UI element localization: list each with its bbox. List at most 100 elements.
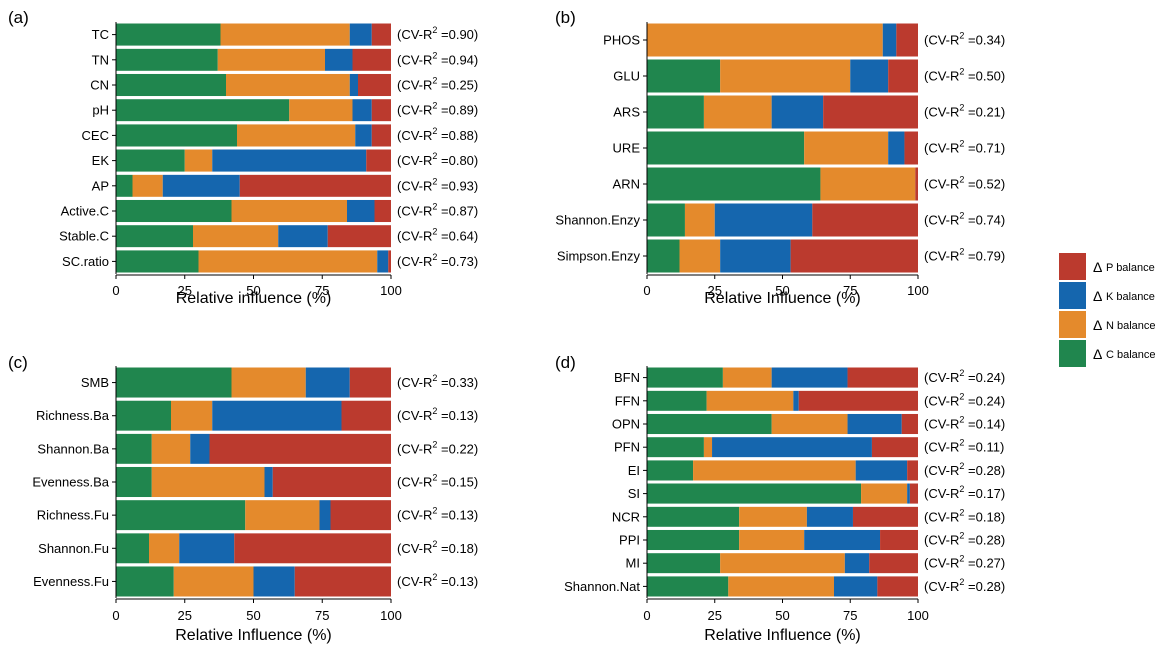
- panel-a-x-tick-label-100: 100: [380, 283, 402, 298]
- panel-d-category-label-ei: EI: [628, 463, 640, 478]
- panel-b-x-tick-label-0: 0: [643, 283, 650, 298]
- panel-a-bar-sc-ratio-c-segment: [116, 250, 199, 273]
- panel-d-bar-bfn-p-segment: [847, 367, 918, 388]
- panel-d-bar-opn-c-segment: [647, 413, 772, 435]
- panel-a-tag: (a): [8, 8, 29, 27]
- panel-d-bar-ffn-n-segment: [706, 390, 794, 411]
- panel-c-bar-shannon-fu-n-segment: [149, 533, 180, 564]
- panel-c-annotation-shannon-fu: (CV-R2 =0.18): [397, 539, 478, 556]
- panel-a-bar-stable-c-n-segment: [193, 225, 279, 248]
- panel-a-bar-ek-p-segment: [366, 149, 391, 172]
- panel-b-annotation-glu: (CV-R2 =0.50): [924, 67, 1005, 84]
- panel-b-bar-glu-k-segment: [850, 59, 889, 93]
- legend-label-n-balance: N balance: [1106, 320, 1156, 332]
- panel-a-bar-sc-ratio-k-segment: [377, 250, 389, 273]
- panel-c-bar-richness-ba-n-segment: [171, 400, 213, 431]
- panel-c-bar-shannon-ba-n-segment: [151, 433, 191, 464]
- panel-d-bar-ffn-c-segment: [647, 390, 707, 411]
- panel-b-category-label-simpson-enzy: Simpson.Enzy: [557, 249, 641, 264]
- panel-a-bar-ap-k-segment: [162, 174, 240, 197]
- legend-delta-symbol: Δ: [1093, 259, 1102, 275]
- panel-a-category-label-tn: TN: [92, 52, 109, 67]
- panel-a-category-label-ph: pH: [92, 103, 109, 118]
- panel-c-annotation-richness-ba: (CV-R2 =0.13): [397, 406, 478, 423]
- panel-a-category-label-cec: CEC: [82, 128, 109, 143]
- panel-c-bar-shannon-fu-c-segment: [116, 533, 149, 564]
- panel-b-x-tick-label-50: 50: [775, 283, 789, 298]
- panel-b-category-label-shannon-enzy: Shannon.Enzy: [555, 213, 640, 228]
- panel-b-bar-ars-k-segment: [771, 95, 824, 129]
- panel-d-category-label-mi: MI: [626, 556, 640, 571]
- panel-a-category-label-sc-ratio: SC.ratio: [62, 254, 109, 269]
- panel-d-bar-opn-k-segment: [847, 413, 902, 435]
- panel-b-bar-shannon-enzy-c-segment: [647, 203, 685, 237]
- panel-c-bar-shannon-fu-k-segment: [179, 533, 235, 564]
- panel-b-x-tick-label-75: 75: [843, 283, 857, 298]
- legend-label-k-balance: K balance: [1106, 291, 1155, 303]
- panel-a-bar-ph-k-segment: [352, 99, 372, 122]
- panel-a-bar-cec-p-segment: [371, 124, 391, 147]
- panel-b-bar-ure-p-segment: [904, 131, 918, 165]
- panel-a-bar-cn-c-segment: [116, 73, 226, 97]
- panel-c-bar-evenness-ba-n-segment: [151, 466, 265, 498]
- panel-d-bar-si-k-segment: [907, 483, 910, 504]
- panel-c-category-label-shannon-ba: Shannon.Ba: [37, 441, 109, 456]
- panel-a-category-label-stable-c: Stable.C: [59, 229, 109, 244]
- panel-d-bar-ei-k-segment: [855, 460, 908, 481]
- panel-c-x-axis-title: Relative Influence (%): [175, 627, 332, 644]
- panel-b-bar-ure-k-segment: [888, 131, 905, 165]
- legend-swatch-n-balance: [1059, 311, 1086, 338]
- panel-a-annotation-active-c: (CV-R2 =0.87): [397, 202, 478, 219]
- panel-a-bar-tc-k-segment: [349, 23, 372, 46]
- panel-a-category-label-cn: CN: [90, 78, 109, 93]
- panel-c-x-tick-label-100: 100: [380, 608, 402, 623]
- legend-label-p-balance: P balance: [1106, 262, 1155, 274]
- panel-c-x-tick-label-25: 25: [178, 608, 192, 623]
- panel-b-bar-simpson-enzy-k-segment: [720, 239, 791, 273]
- panel-c-bar-richness-fu-p-segment: [330, 500, 391, 531]
- panel-b-bar-phos-k-segment: [882, 23, 897, 57]
- panel-c-bar-richness-fu-c-segment: [116, 500, 246, 531]
- panel-d-category-label-si: SI: [628, 486, 640, 501]
- panel-c-bar-shannon-ba-k-segment: [190, 433, 210, 464]
- legend-swatch-c-balance: [1059, 340, 1086, 367]
- panel-a-category-label-ap: AP: [92, 178, 109, 193]
- panel-d-bar-ncr-k-segment: [806, 506, 853, 527]
- panel-b-category-label-phos: PHOS: [603, 33, 640, 48]
- panel-d-x-tick-label-100: 100: [907, 608, 929, 623]
- panel-c-bar-evenness-fu-k-segment: [253, 566, 295, 597]
- panel-b-category-label-ars: ARS: [613, 105, 640, 120]
- panel-d-annotation-ffn: (CV-R2 =0.24): [924, 391, 1005, 408]
- panel-b-annotation-ars: (CV-R2 =0.21): [924, 103, 1005, 120]
- panel-c-annotation-evenness-ba: (CV-R2 =0.15): [397, 473, 478, 490]
- panel-a-bar-tn-p-segment: [352, 48, 391, 71]
- panel-b-bar-ars-c-segment: [647, 95, 704, 129]
- panel-d-annotation-shannon-nat: (CV-R2 =0.28): [924, 577, 1005, 594]
- panel-d-bar-opn-n-segment: [771, 413, 848, 435]
- panel-d-bar-ppi-c-segment: [647, 529, 740, 551]
- panel-d-bar-ei-p-segment: [907, 460, 918, 481]
- panel-a-bar-tc-c-segment: [116, 23, 221, 46]
- panel-a-bar-active-c-k-segment: [347, 199, 375, 223]
- panel-d-x-tick-label-0: 0: [643, 608, 650, 623]
- panel-b-category-label-ure: URE: [613, 141, 641, 156]
- panel-d-bar-shannon-nat-c-segment: [647, 576, 729, 597]
- panel-b-bar-ars-p-segment: [823, 95, 918, 129]
- panel-c-category-label-evenness-ba: Evenness.Ba: [32, 475, 109, 490]
- panel-d-x-tick-label-50: 50: [775, 608, 789, 623]
- panel-c-bar-richness-ba-p-segment: [341, 400, 391, 431]
- panel-d-bar-si-n-segment: [861, 483, 908, 504]
- panel-a-bar-ph-n-segment: [289, 99, 353, 122]
- panel-d-annotation-opn: (CV-R2 =0.14): [924, 415, 1005, 432]
- panel-d-bar-ppi-k-segment: [804, 529, 881, 551]
- panel-d-bar-ei-n-segment: [693, 460, 856, 481]
- panel-b-category-label-arn: ARN: [613, 177, 640, 192]
- panel-b-x-tick-label-25: 25: [708, 283, 722, 298]
- panel-b-bar-glu-n-segment: [720, 59, 851, 93]
- panel-b-bar-phos-p-segment: [896, 23, 918, 57]
- panel-a-bar-cec-n-segment: [237, 124, 356, 147]
- panel-a-bar-ap-c-segment: [116, 174, 133, 197]
- panel-b-bar-arn-c-segment: [647, 167, 821, 201]
- panel-b-bar-ars-n-segment: [703, 95, 772, 129]
- panel-a-bar-ek-k-segment: [212, 149, 367, 172]
